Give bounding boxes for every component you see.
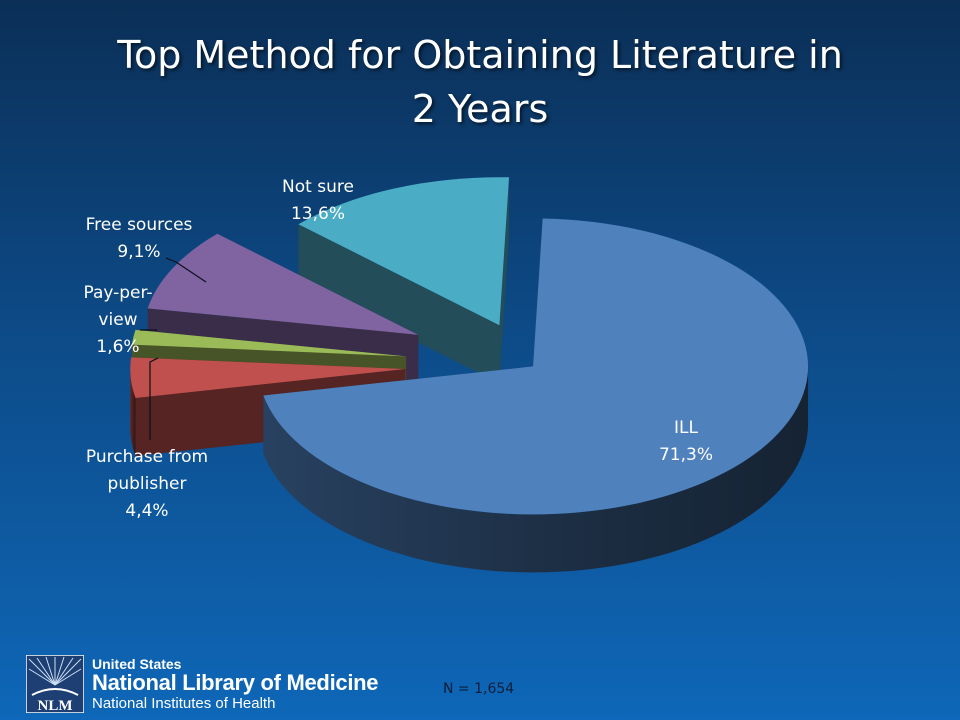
data-label-2-line-1: Purchase from bbox=[86, 447, 208, 467]
slide-title: Top Method for Obtaining Literature in 2… bbox=[30, 28, 930, 136]
data-label-4-line-2: 9,1% bbox=[117, 242, 160, 262]
logo-line-3: National Institutes of Health bbox=[92, 695, 276, 712]
slice-5-wall-2 bbox=[499, 177, 510, 384]
slice-5-wall-1 bbox=[298, 224, 500, 384]
pie-slice-1 bbox=[263, 218, 809, 573]
slice-4-top bbox=[147, 233, 419, 335]
data-label-2-line-3: 4,4% bbox=[125, 501, 168, 521]
pie-slice-5 bbox=[298, 177, 510, 384]
slice-2-rim-shade bbox=[130, 368, 136, 457]
sample-size-note: N = 1,654 bbox=[443, 681, 515, 697]
slices-layer bbox=[130, 177, 809, 573]
data-labels: ILL 71,3% Purchase from publisher 4,4% Pay-pe… bbox=[83, 177, 713, 521]
slice-3-top bbox=[131, 329, 407, 357]
data-label-1: ILL 71,3% bbox=[659, 418, 713, 465]
slice-2-top bbox=[130, 357, 406, 399]
leader-line-2 bbox=[149, 357, 159, 440]
slice-1-top bbox=[263, 218, 809, 515]
data-label-5-line-2: 13,6% bbox=[291, 204, 345, 224]
slice-1-rim-shade bbox=[263, 366, 809, 573]
data-label-4-line-1: Free sources bbox=[86, 215, 193, 235]
logo-line-1: United States bbox=[92, 656, 182, 672]
leader-lines bbox=[140, 257, 207, 440]
data-label-2: Purchase from publisher 4,4% bbox=[86, 447, 208, 521]
data-label-1-line-2: 71,3% bbox=[659, 445, 713, 465]
data-label-5: Not sure 13,6% bbox=[282, 177, 354, 224]
logo-line-2: National Library of Medicine bbox=[92, 670, 379, 695]
leader-line-4 bbox=[165, 257, 207, 283]
data-label-3-line-2: view bbox=[98, 310, 137, 330]
data-label-3: Pay-per-view 1,6% bbox=[83, 283, 152, 357]
title-line-2: 2 Years bbox=[411, 87, 549, 131]
data-label-3-line-1: Pay-per- bbox=[83, 283, 152, 303]
slice-5-top bbox=[298, 177, 510, 326]
data-label-2-line-2: publisher bbox=[108, 474, 187, 494]
logo-mark-text: NLM bbox=[38, 698, 73, 713]
title-line-1: Top Method for Obtaining Literature in bbox=[117, 33, 843, 77]
data-label-4: Free sources 9,1% bbox=[86, 215, 193, 262]
nlm-logo-mark: NLM bbox=[26, 655, 84, 713]
data-label-5-line-1: Not sure bbox=[282, 177, 354, 197]
data-label-1-line-1: ILL bbox=[674, 418, 698, 438]
nlm-logo: NLM United States National Library of Me… bbox=[26, 655, 426, 715]
data-label-3-line-3: 1,6% bbox=[96, 337, 139, 357]
